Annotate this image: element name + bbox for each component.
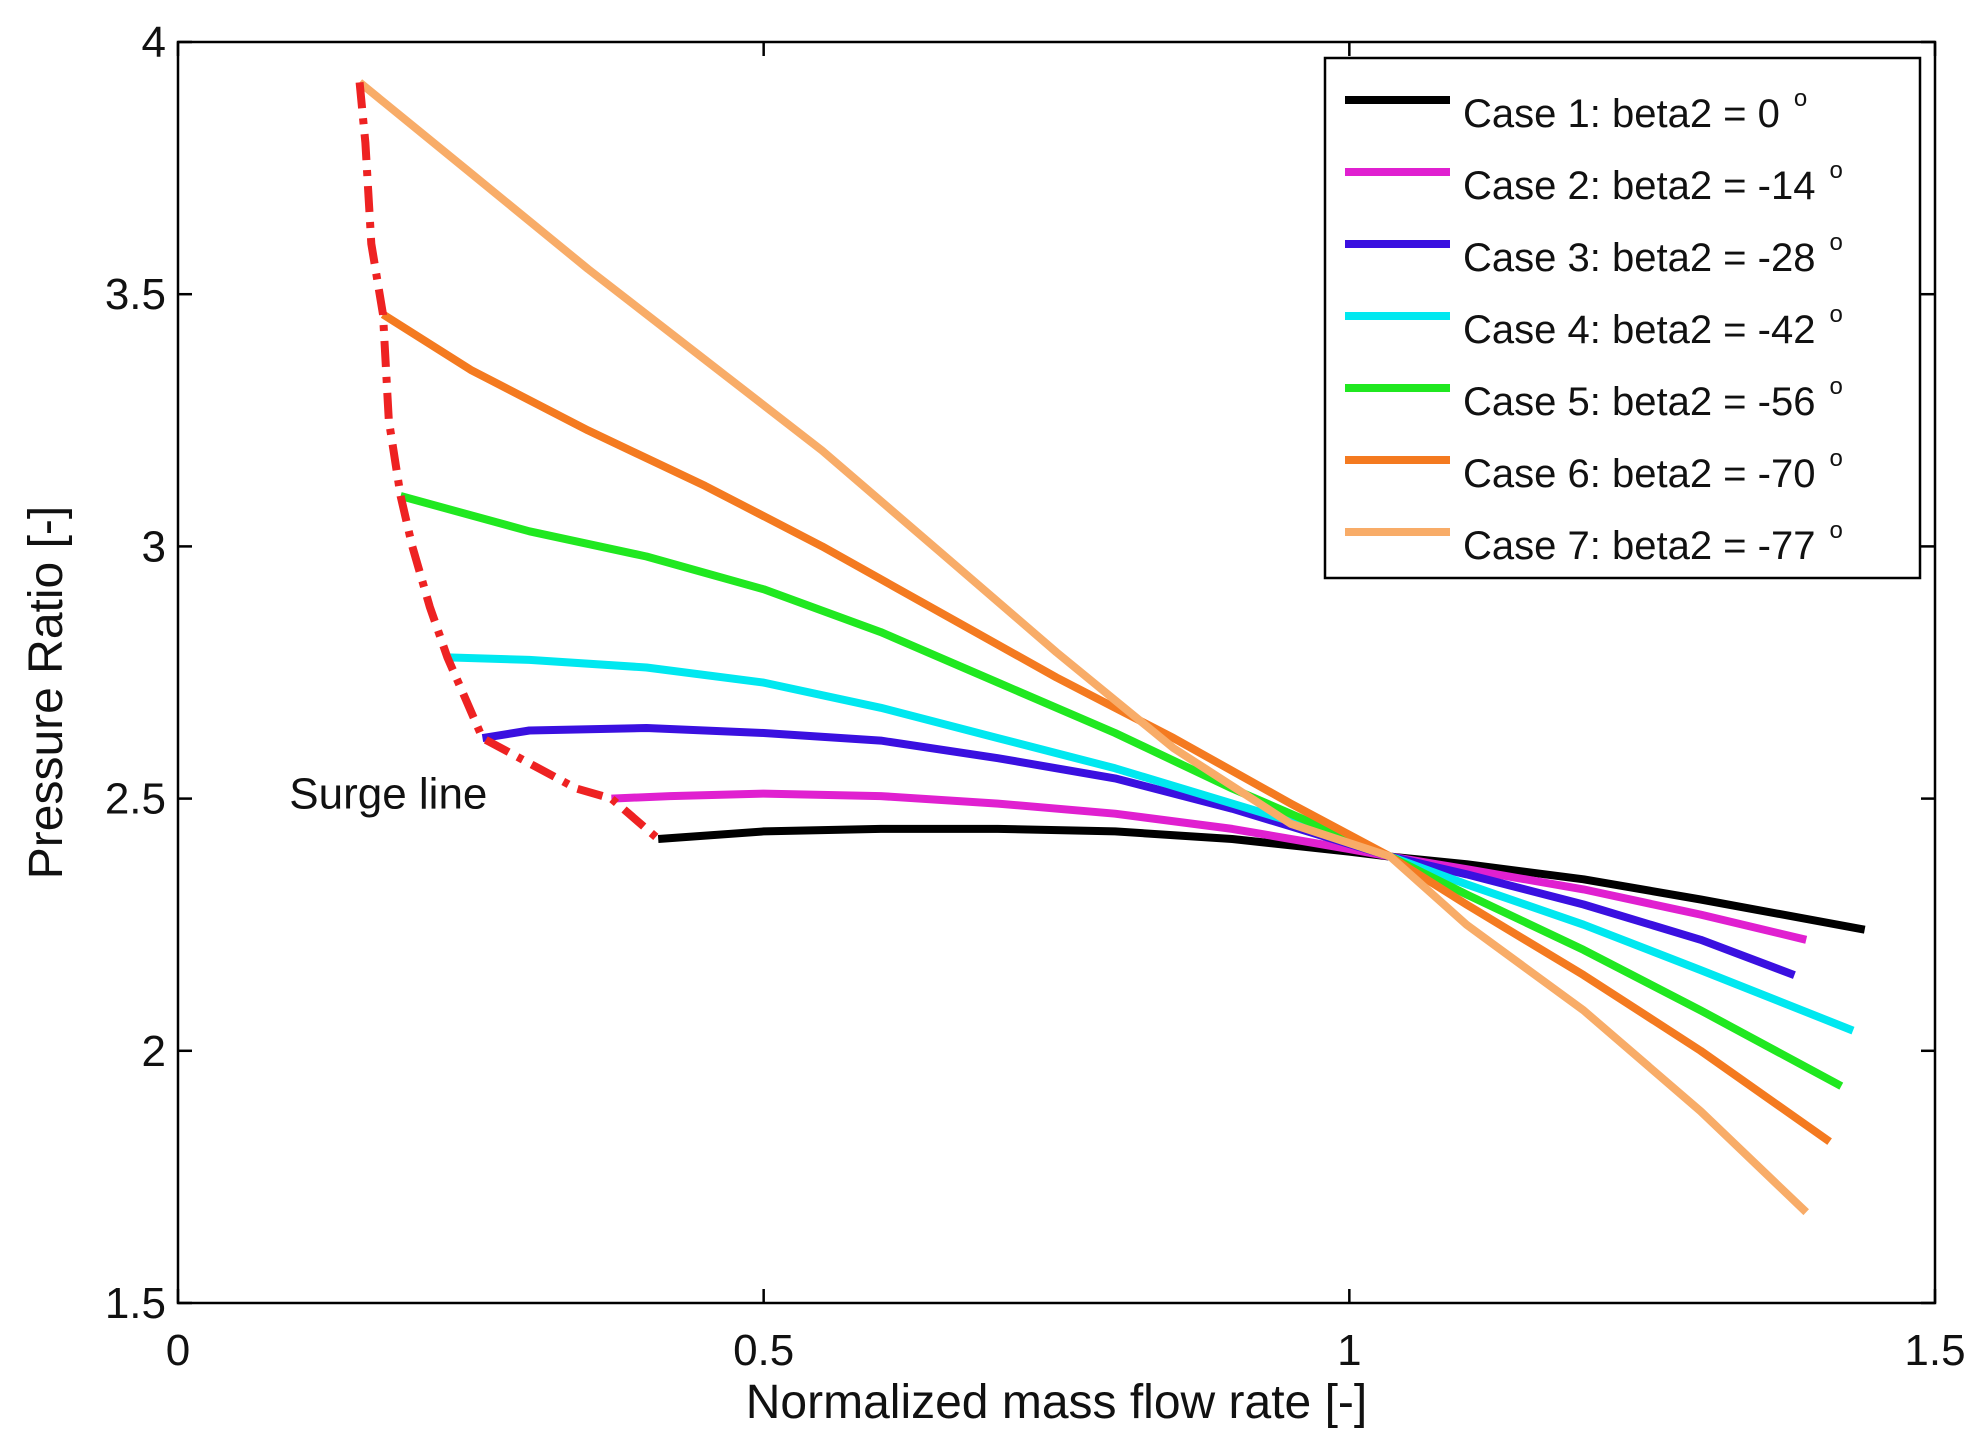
- legend-degree-symbol: o: [1829, 157, 1842, 184]
- legend-degree-symbol: o: [1829, 301, 1842, 328]
- legend-label-case-7: Case 7: beta2 = -77: [1463, 524, 1815, 568]
- legend-label-case-2: Case 2: beta2 = -14: [1463, 164, 1815, 208]
- y-tick-label: 1.5: [105, 1279, 166, 1328]
- series-layer: [357, 79, 1866, 1216]
- legend: Case 1: beta2 = 0 o Case 2: beta2 = -14 o Ca…: [1323, 56, 1922, 580]
- series-line-case-3: [481, 724, 1796, 979]
- legend-label-case-4: Case 4: beta2 = -42: [1463, 308, 1815, 352]
- legend-degree-symbol: o: [1829, 445, 1842, 472]
- tick-labels-layer: 0 0.5 1 1.5 1.5 2 2.5 3 3.5 4: [105, 18, 1966, 1375]
- x-tick-label: 1: [1337, 1326, 1361, 1375]
- x-tick-label: 1.5: [1904, 1326, 1965, 1375]
- y-axis-label: Pressure Ratio [-]: [20, 506, 73, 879]
- plot-frame: [176, 40, 1937, 1305]
- surge-line-label: Surge line: [289, 770, 487, 819]
- legend-label-case-5: Case 5: beta2 = -56: [1463, 380, 1815, 424]
- y-tick-label: 3.5: [105, 270, 166, 319]
- y-tick-label: 4: [142, 18, 166, 67]
- legend-label-case-6: Case 6: beta2 = -70: [1463, 452, 1815, 496]
- series-line-case-7: [357, 79, 1809, 1216]
- series-line-case-5: [399, 492, 1844, 1090]
- x-tick-label: 0: [166, 1326, 190, 1375]
- legend-label-case-1: Case 1: beta2 = 0: [1463, 92, 1780, 136]
- series-line-case-6: [380, 311, 1832, 1145]
- x-axis-label: Normalized mass flow rate [-]: [746, 1376, 1368, 1429]
- surge-line: [355, 82, 661, 843]
- legend-degree-symbol: o: [1829, 229, 1842, 256]
- legend-label-case-3: Case 3: beta2 = -28: [1463, 236, 1815, 280]
- series-line-case-4: [447, 653, 1855, 1035]
- legend-degree-symbol: o: [1794, 85, 1807, 112]
- y-tick-label: 3: [142, 522, 166, 571]
- x-tick-label: 0.5: [733, 1326, 794, 1375]
- series-line-case-1: [657, 824, 1866, 934]
- legend-degree-symbol: o: [1829, 517, 1842, 544]
- series-line-case-2: [611, 789, 1808, 944]
- legend-degree-symbol: o: [1829, 373, 1842, 400]
- ticks-layer: [176, 40, 1937, 1305]
- surge-line-layer: [355, 82, 661, 843]
- y-tick-label: 2: [142, 1027, 166, 1076]
- y-tick-label: 2.5: [105, 775, 166, 824]
